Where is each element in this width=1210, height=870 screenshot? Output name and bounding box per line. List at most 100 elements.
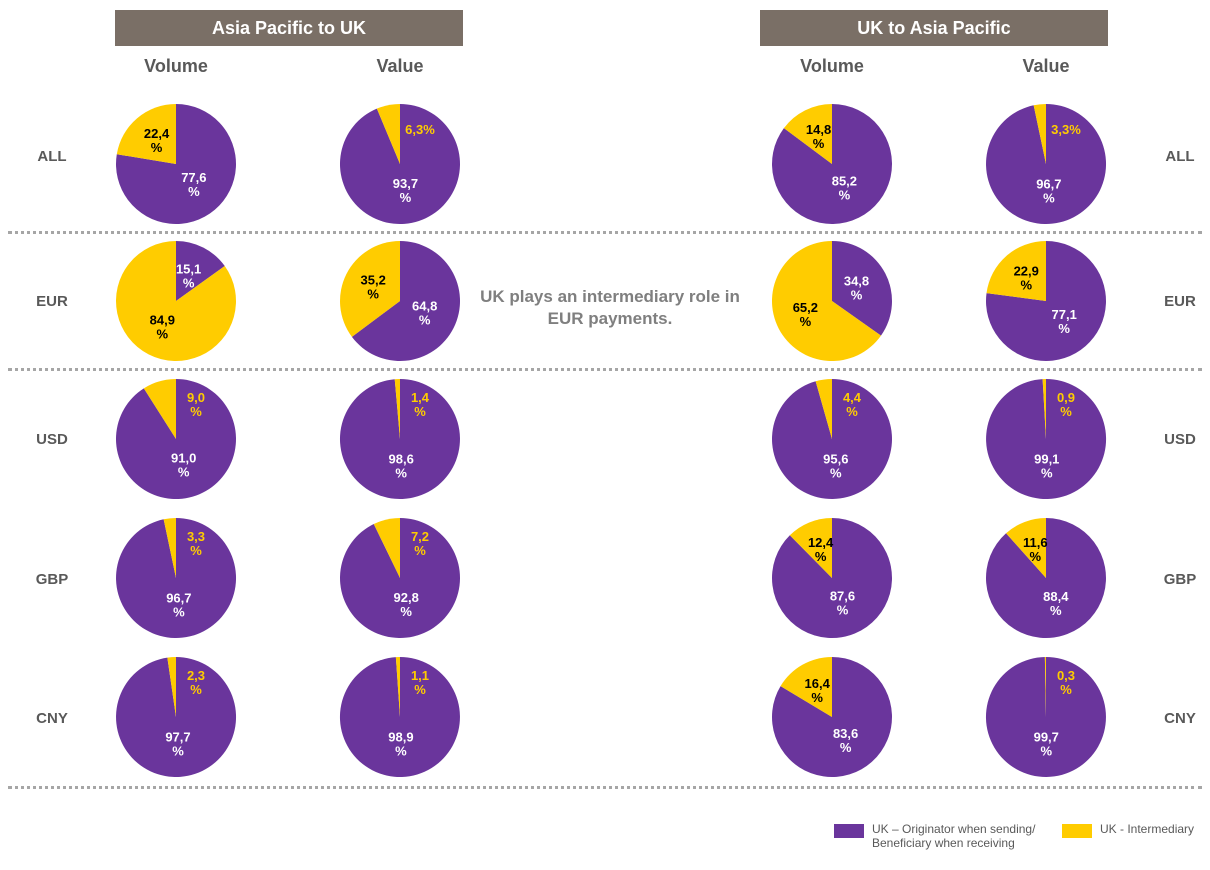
data-label-originator: 96,7% xyxy=(1036,177,1061,206)
pie-slice-originator xyxy=(986,378,1107,499)
pie-slice-originator xyxy=(985,518,1106,639)
data-label-intermediary: 11,6% xyxy=(1023,535,1048,564)
pie-cny-apac-to-uk-value xyxy=(339,657,460,777)
pie-slice-intermediary xyxy=(115,241,236,361)
data-label-originator: 98,9% xyxy=(388,730,413,759)
row-label-gbp: GBP xyxy=(1163,571,1197,588)
pie-slice-intermediary xyxy=(394,379,400,439)
pie-slice-originator xyxy=(832,241,892,336)
pie-slice-intermediary xyxy=(815,379,832,439)
pie-slice-originator xyxy=(986,103,1107,225)
pie-eur-uk-to-apac-volume xyxy=(771,240,892,362)
pie-usd-apac-to-uk-volume xyxy=(115,378,236,499)
pie-usd-apac-to-uk-value xyxy=(339,379,460,500)
data-label-intermediary: 6,3% xyxy=(405,122,435,137)
pie-cny-apac-to-uk-volume xyxy=(116,657,237,778)
data-label-intermediary: 84,9% xyxy=(150,313,175,342)
legend-label: UK – Originator when sending/ Beneficiar… xyxy=(872,822,1036,850)
pie-slice-originator xyxy=(771,657,892,777)
pie-slice-originator xyxy=(176,241,225,301)
pie-cny-uk-to-apac-value xyxy=(985,657,1106,778)
data-label-originator: 92,8% xyxy=(394,590,419,619)
pie-gbp-apac-to-uk-volume xyxy=(116,518,237,639)
data-label-originator: 15,1% xyxy=(176,261,201,290)
data-label-intermediary: 65,2% xyxy=(793,300,818,329)
legend-swatch xyxy=(834,824,864,838)
pie-slice-originator xyxy=(116,104,237,225)
data-label-originator: 98,6% xyxy=(389,452,414,481)
data-label-intermediary: 35,2% xyxy=(361,273,386,302)
data-label-intermediary: 1,4% xyxy=(411,390,430,419)
data-label-originator: 95,6% xyxy=(823,451,848,480)
legend-label: UK - Intermediary xyxy=(1100,822,1195,836)
pie-slice-intermediary xyxy=(1006,518,1046,578)
data-label-intermediary: 4,4% xyxy=(843,390,862,419)
data-label-originator: 96,7% xyxy=(166,591,191,620)
pie-all-uk-to-apac-value xyxy=(986,103,1107,225)
row-label-eur: EUR xyxy=(36,293,68,310)
pie-slice-originator xyxy=(351,241,461,361)
data-label-originator: 93,7% xyxy=(393,176,418,205)
pie-slice-originator xyxy=(339,657,460,777)
pie-eur-apac-to-uk-value xyxy=(340,241,461,361)
header-title: Asia Pacific to UK xyxy=(211,17,367,38)
pie-slice-intermediary xyxy=(143,378,176,439)
pie-slice-intermediary xyxy=(1033,104,1046,164)
data-label-intermediary: 3,3% xyxy=(1051,122,1081,137)
data-label-originator: 88,4% xyxy=(1043,589,1069,618)
row-label-cny: CNY xyxy=(36,710,68,727)
pie-slice-intermediary xyxy=(771,240,881,362)
header-asia-pacific-to-uk: Asia Pacific to UK xyxy=(115,10,463,46)
pie-slice-intermediary xyxy=(1044,657,1046,717)
divider xyxy=(8,231,1202,234)
pie-slice-originator xyxy=(116,518,237,639)
pie-slice-intermediary xyxy=(163,518,176,578)
data-label-intermediary: 12,4% xyxy=(808,535,834,564)
column-label-value: Value xyxy=(376,56,424,76)
pie-slice-originator xyxy=(339,104,460,224)
row-label-all: ALL xyxy=(37,148,67,165)
data-label-originator: 77,1% xyxy=(1052,307,1077,336)
pie-gbp-uk-to-apac-volume xyxy=(772,518,893,639)
data-label-intermediary: 0,3% xyxy=(1057,668,1075,697)
pie-slice-intermediary xyxy=(789,518,832,578)
pie-eur-apac-to-uk-volume xyxy=(115,241,236,361)
data-label-intermediary: 14,8% xyxy=(806,122,831,151)
row-label-usd: USD xyxy=(36,431,68,448)
pie-slice-originator xyxy=(116,657,237,778)
data-label-originator: 91,0% xyxy=(171,451,196,480)
pie-slice-originator xyxy=(339,379,460,500)
data-label-originator: 99,1% xyxy=(1034,452,1059,481)
pie-slice-originator xyxy=(115,379,236,499)
pie-slice-originator xyxy=(772,104,893,224)
data-label-originator: 34,8% xyxy=(844,273,869,302)
pie-all-apac-to-uk-value xyxy=(339,104,460,224)
data-label-originator: 85,2% xyxy=(832,174,857,203)
pie-slice-originator xyxy=(985,657,1106,778)
row-label-all: ALL xyxy=(1165,148,1195,165)
pie-slice-intermediary xyxy=(373,518,400,578)
pie-slice-intermediary xyxy=(116,104,176,164)
data-label-intermediary: 0,9% xyxy=(1057,390,1075,419)
pie-cny-uk-to-apac-volume xyxy=(771,657,892,777)
row-label-cny: CNY xyxy=(1164,710,1196,727)
pie-slice-intermediary xyxy=(986,241,1046,301)
header-title: UK to Asia Pacific xyxy=(857,17,1011,38)
data-label-intermediary: 22,9% xyxy=(1014,263,1039,292)
pie-all-apac-to-uk-volume xyxy=(116,104,237,225)
data-label-originator: 83,6% xyxy=(833,726,858,755)
legend-swatch xyxy=(1062,824,1092,838)
data-label-originator: 97,7% xyxy=(165,730,190,759)
data-label-intermediary: 2,3% xyxy=(187,668,205,697)
column-label-value: Value xyxy=(1022,56,1070,76)
pie-eur-uk-to-apac-value xyxy=(985,241,1106,362)
column-label-volume: Volume xyxy=(144,56,208,76)
row-label-eur: EUR xyxy=(1164,293,1196,310)
data-label-originator: 99,7% xyxy=(1034,730,1059,759)
data-label-originator: 77,6% xyxy=(181,170,206,199)
data-label-intermediary: 9,0% xyxy=(187,390,205,419)
pie-slice-intermediary xyxy=(780,657,832,717)
pie-slice-originator xyxy=(340,518,461,639)
pie-slice-originator xyxy=(985,241,1106,362)
